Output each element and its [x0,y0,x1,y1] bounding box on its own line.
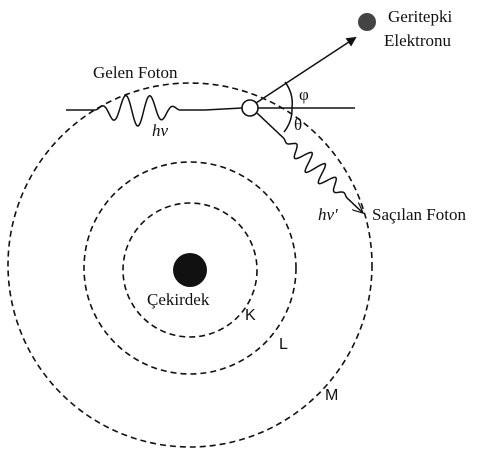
nucleus [173,253,207,287]
scattered-photon [256,112,363,213]
theta-label: θ [294,115,302,134]
scattered-label: Saçılan Foton [372,205,466,224]
theta-arc [283,107,293,133]
recoil-electron [358,13,376,31]
orbit-k [122,202,258,338]
shell-label: K [245,307,256,324]
nucleus-label: Çekirdek [147,290,210,309]
orbit-m [7,82,373,448]
electron-label: Elektronu [384,31,452,50]
recoil-line [255,36,357,104]
incoming-photon [66,94,243,127]
shell-label: L [279,336,288,353]
energy-label: hv [152,121,169,140]
electron-label: Geritepki [388,7,452,26]
electron [241,99,259,117]
phi-arc [284,81,294,109]
shell-label: M [325,387,338,404]
phi-label: φ [299,85,309,104]
orbit-l [83,161,297,375]
incoming-label: Gelen Foton [93,63,178,82]
energy-label: hv' [318,205,338,224]
